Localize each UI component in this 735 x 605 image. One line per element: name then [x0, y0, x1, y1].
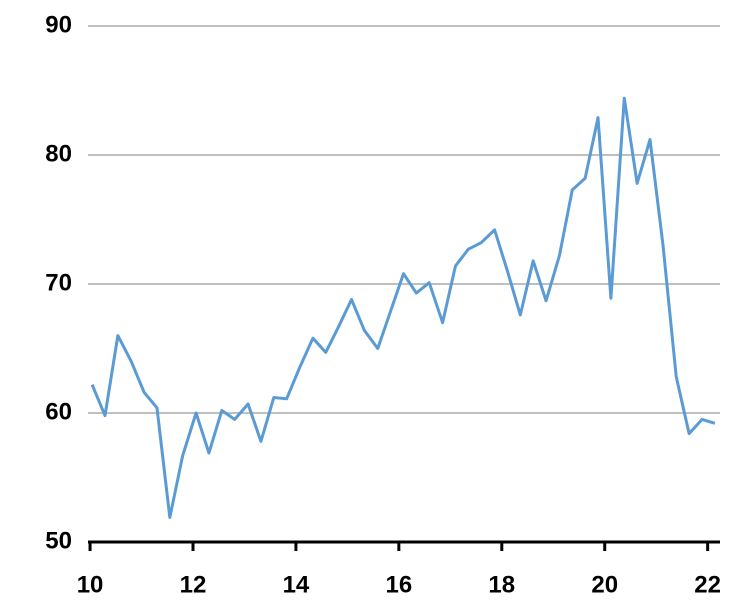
data-line: [90, 96, 716, 519]
y-tick-label: 70: [45, 269, 72, 296]
y-tick-label: 50: [45, 527, 72, 554]
x-tick-label: 16: [386, 571, 413, 598]
x-tick-label: 10: [77, 571, 104, 598]
x-tick-label: 14: [283, 571, 310, 598]
x-tick-label: 12: [180, 571, 207, 598]
x-tick-label: 22: [694, 571, 721, 598]
y-tick-label: 80: [45, 140, 72, 167]
y-tick-label: 60: [45, 398, 72, 425]
x-tick-label: 18: [488, 571, 515, 598]
x-tick-label: 20: [591, 571, 618, 598]
y-tick-label: 90: [45, 11, 72, 38]
